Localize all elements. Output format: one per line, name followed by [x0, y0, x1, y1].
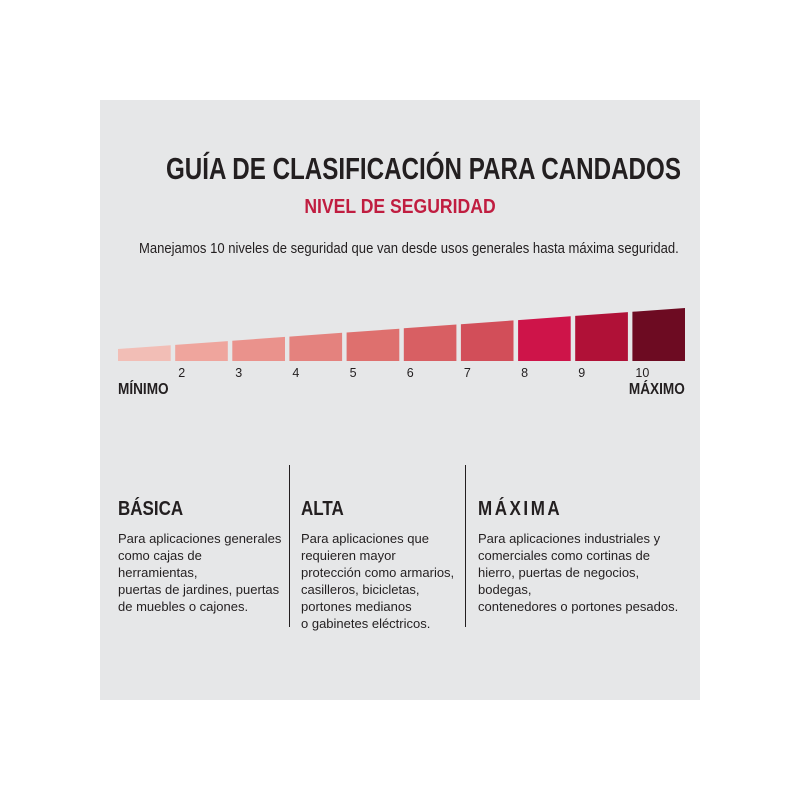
min-label: MÍNIMO: [118, 381, 169, 398]
level-segment-10: [632, 308, 685, 361]
level-tick-label-9: 9: [578, 366, 585, 380]
level-tick-label-8: 8: [521, 366, 528, 380]
level-segment-7: [460, 320, 514, 361]
description-text: Manejamos 10 niveles de seguridad que va…: [139, 240, 679, 257]
classification-columns: BÁSICA Para aplicaciones generales como …: [118, 465, 685, 631]
level-segment-3: [232, 336, 285, 361]
section-basica: BÁSICA Para aplicaciones generales como …: [118, 465, 289, 627]
max-label: MÁXIMO: [629, 381, 685, 398]
level-segment-1: [118, 345, 171, 361]
level-segment-2: [175, 341, 228, 361]
section-alta: ALTA Para aplicaciones que requieren may…: [289, 465, 465, 631]
level-segment-5: [346, 328, 400, 361]
level-tick-label-10: 10: [635, 366, 649, 380]
infographic-panel: GUÍA DE CLASIFICACIÓN PARA CANDADOS NIVE…: [100, 100, 700, 700]
level-tick-label-4: 4: [292, 366, 299, 380]
section-maxima: MÁXIMA Para aplicaciones industriales y …: [465, 465, 685, 627]
section-maxima-body: Para aplicaciones industriales y comerci…: [478, 531, 679, 614]
level-tick-label-7: 7: [464, 366, 471, 380]
section-basica-body: Para aplicaciones generales como cajas d…: [118, 531, 282, 614]
level-segment-4: [289, 332, 343, 361]
subtitle-security-level: NIVEL DE SEGURIDAD: [304, 196, 496, 218]
security-level-chart: 2 3 4 5 6 7 8 9 10 MÍNIMO MÁXIMO: [100, 295, 700, 505]
level-tick-label-2: 2: [178, 366, 185, 380]
level-segment-9: [575, 312, 628, 361]
level-segment-8: [518, 316, 571, 361]
level-segment-6: [403, 324, 457, 361]
level-tick-label-3: 3: [235, 366, 242, 380]
section-basica-heading: BÁSICA: [118, 498, 184, 520]
section-alta-body: Para aplicaciones que requieren mayor pr…: [301, 531, 455, 631]
section-alta-heading: ALTA: [301, 498, 344, 520]
level-tick-label-6: 6: [407, 366, 414, 380]
section-maxima-heading: MÁXIMA: [478, 498, 563, 520]
level-tick-label-5: 5: [350, 366, 357, 380]
level-wedge-chart: 2 3 4 5 6 7 8 9 10: [118, 308, 685, 380]
page-title: GUÍA DE CLASIFICACIÓN PARA CANDADOS: [166, 151, 681, 186]
